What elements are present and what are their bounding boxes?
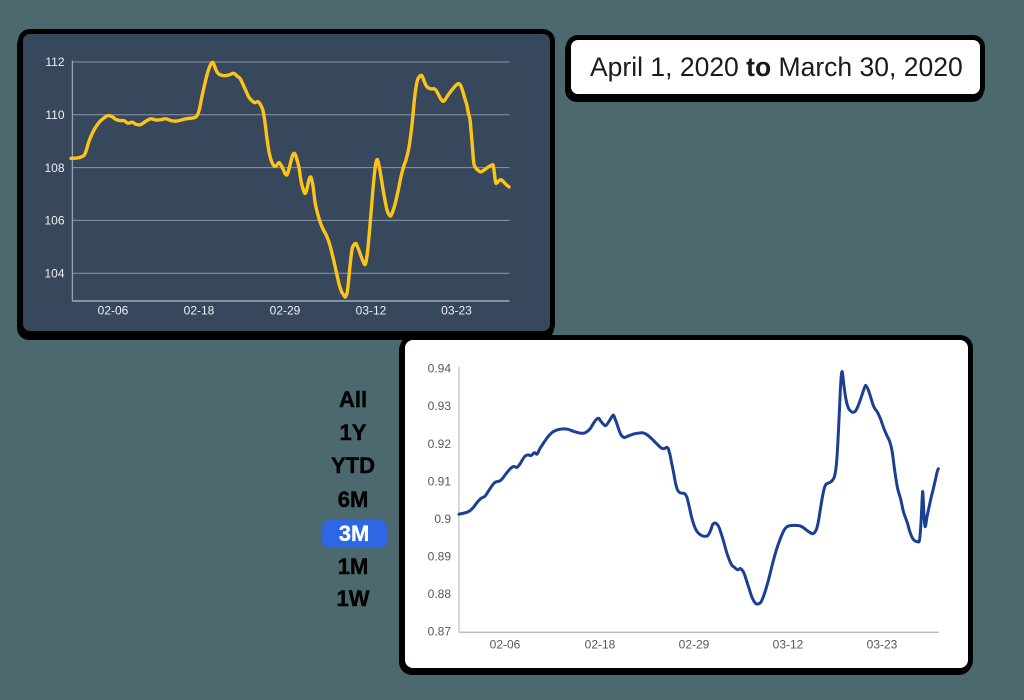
svg-text:02-29: 02-29 bbox=[679, 637, 710, 651]
svg-text:02-06: 02-06 bbox=[98, 304, 129, 318]
svg-text:02-06: 02-06 bbox=[490, 637, 521, 651]
svg-text:0.93: 0.93 bbox=[428, 399, 452, 413]
svg-text:03-23: 03-23 bbox=[867, 637, 898, 651]
svg-text:03-12: 03-12 bbox=[356, 304, 387, 318]
svg-text:108: 108 bbox=[44, 161, 64, 175]
svg-text:02-29: 02-29 bbox=[270, 304, 301, 318]
svg-text:02-18: 02-18 bbox=[585, 637, 616, 651]
svg-text:112: 112 bbox=[45, 55, 64, 69]
svg-text:104: 104 bbox=[44, 266, 64, 280]
svg-text:110: 110 bbox=[45, 108, 64, 122]
svg-text:03-23: 03-23 bbox=[441, 304, 472, 318]
svg-text:0.9: 0.9 bbox=[434, 511, 451, 525]
svg-text:0.88: 0.88 bbox=[428, 587, 452, 601]
svg-text:0.89: 0.89 bbox=[428, 549, 452, 563]
svg-text:0.87: 0.87 bbox=[428, 624, 452, 638]
svg-text:0.92: 0.92 bbox=[428, 436, 452, 450]
svg-text:0.91: 0.91 bbox=[428, 474, 452, 488]
svg-text:03-12: 03-12 bbox=[773, 637, 804, 651]
svg-text:0.94: 0.94 bbox=[428, 361, 452, 375]
svg-text:02-18: 02-18 bbox=[184, 304, 215, 318]
svg-text:106: 106 bbox=[44, 214, 64, 228]
